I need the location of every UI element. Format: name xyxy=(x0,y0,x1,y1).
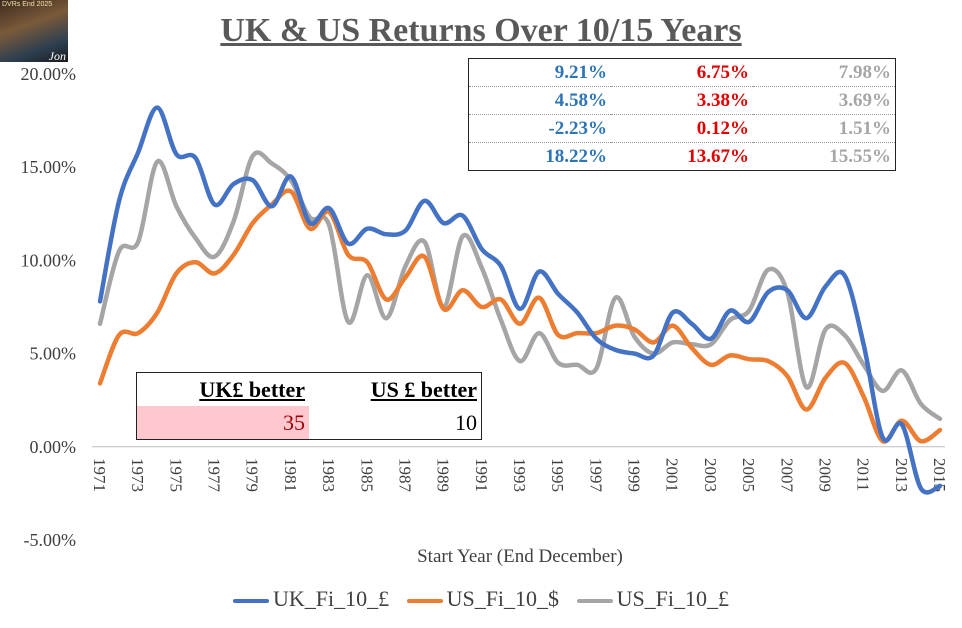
legend-swatch xyxy=(406,598,443,603)
x-tick-label: 2007 xyxy=(777,458,796,493)
x-tick-label: 1989 xyxy=(434,458,453,492)
table-row: 18.22% 13.67% 15.55% xyxy=(469,143,896,171)
better-count-table: UK£ better US £ better 35 10 xyxy=(136,372,482,440)
y-axis: -5.00% 0.00% 5.00% 10.00% 15.00% 20.00% xyxy=(21,64,945,550)
table-row: 35 10 xyxy=(136,406,482,440)
x-tick-label: 1987 xyxy=(395,458,414,493)
x-tick-label: 2015 xyxy=(930,458,949,492)
legend-label: US_Fi_10_$ xyxy=(446,586,560,611)
x-tick-label: 1975 xyxy=(166,458,185,492)
table-row: UK£ better US £ better xyxy=(137,373,482,407)
logo-signature: Jon xyxy=(48,49,66,63)
legend: UK_Fi_10_£ US_Fi_10_$ US_Fi_10_£ xyxy=(0,586,962,612)
legend-item: US_Fi_10_£ xyxy=(576,586,730,612)
x-tick-label: 1977 xyxy=(205,458,224,493)
table-cell: 3.69% xyxy=(753,86,896,115)
table-cell: -2.23% xyxy=(468,114,611,143)
x-tick-label: 2001 xyxy=(663,458,682,492)
x-tick-label: 1973 xyxy=(128,458,147,492)
table-cell: 13.67% xyxy=(687,145,749,167)
table-cell: 7.98% xyxy=(753,58,896,87)
table-row: 9.21% 6.75% 7.98% xyxy=(468,58,896,87)
x-tick-label: 1999 xyxy=(625,458,644,492)
uk-better-header: UK£ better xyxy=(199,376,305,402)
x-tick-label: 1997 xyxy=(586,458,605,493)
x-tick-label: 2011 xyxy=(854,458,873,491)
legend-swatch xyxy=(232,598,269,603)
table-cell: 3.38% xyxy=(611,86,753,115)
legend-label: US_Fi_10_£ xyxy=(616,586,730,611)
series-line xyxy=(97,188,943,444)
uk-better-value: 35 xyxy=(136,406,309,440)
x-tick-label: 1979 xyxy=(243,458,262,492)
table-cell: 9.21% xyxy=(468,58,611,87)
y-tick-label: 20.00% xyxy=(21,64,77,84)
table-cell: 6.75% xyxy=(611,58,753,87)
x-tick-label: 2005 xyxy=(739,458,758,492)
table-row: -2.23% 0.12% 1.51% xyxy=(468,114,896,143)
x-tick-label: 1995 xyxy=(548,458,567,492)
table-cell: 0.12% xyxy=(611,114,753,143)
series-lines xyxy=(97,105,943,495)
table-cell: 1.51% xyxy=(753,114,896,143)
x-axis: 1971 1973 1975 1977 1979 1981 1983 1985 1987 1989… xyxy=(90,458,949,493)
table-cell: 15.55% xyxy=(829,145,891,167)
x-tick-label: 1981 xyxy=(281,458,300,492)
us-better-value: 10 xyxy=(455,409,477,435)
x-axis-label: Start Year (End December) xyxy=(417,546,623,567)
y-tick-label: 0.00% xyxy=(30,437,77,457)
legend-item: US_Fi_10_$ xyxy=(406,586,560,612)
x-tick-label: 1991 xyxy=(472,458,491,492)
series-line xyxy=(97,150,943,422)
series-line xyxy=(97,105,943,495)
legend-label: UK_Fi_10_£ xyxy=(272,586,390,611)
us-better-header: US £ better xyxy=(370,376,477,402)
table-cell: 18.22% xyxy=(545,145,607,167)
y-tick-label: 10.00% xyxy=(21,250,77,270)
y-tick-label: 5.00% xyxy=(30,344,77,364)
x-tick-label: 1983 xyxy=(319,458,338,492)
x-tick-label: 2013 xyxy=(892,458,911,492)
table-row: 4.58% 3.38% 3.69% xyxy=(468,86,896,115)
y-tick-label: 15.00% xyxy=(21,157,77,177)
chart-title: UK & US Returns Over 10/15 Years xyxy=(220,12,742,49)
x-tick-label: 2009 xyxy=(815,458,834,492)
x-tick-label: 2003 xyxy=(701,458,720,492)
y-tick-label: -5.00% xyxy=(24,530,77,550)
legend-swatch xyxy=(576,598,613,603)
x-tick-label: 1985 xyxy=(357,458,376,492)
x-tick-label: 1993 xyxy=(510,458,529,492)
x-tick-label: 1971 xyxy=(90,458,109,492)
stats-table: 9.21% 6.75% 7.98% 4.58% 3.38% 3.69% -2.2… xyxy=(468,58,896,171)
logo-image: DVRs End 2025 Jon xyxy=(0,0,68,63)
table-cell: 4.58% xyxy=(468,86,611,115)
legend-item: UK_Fi_10_£ xyxy=(232,586,390,612)
logo-text: DVRs End 2025 xyxy=(2,1,53,8)
